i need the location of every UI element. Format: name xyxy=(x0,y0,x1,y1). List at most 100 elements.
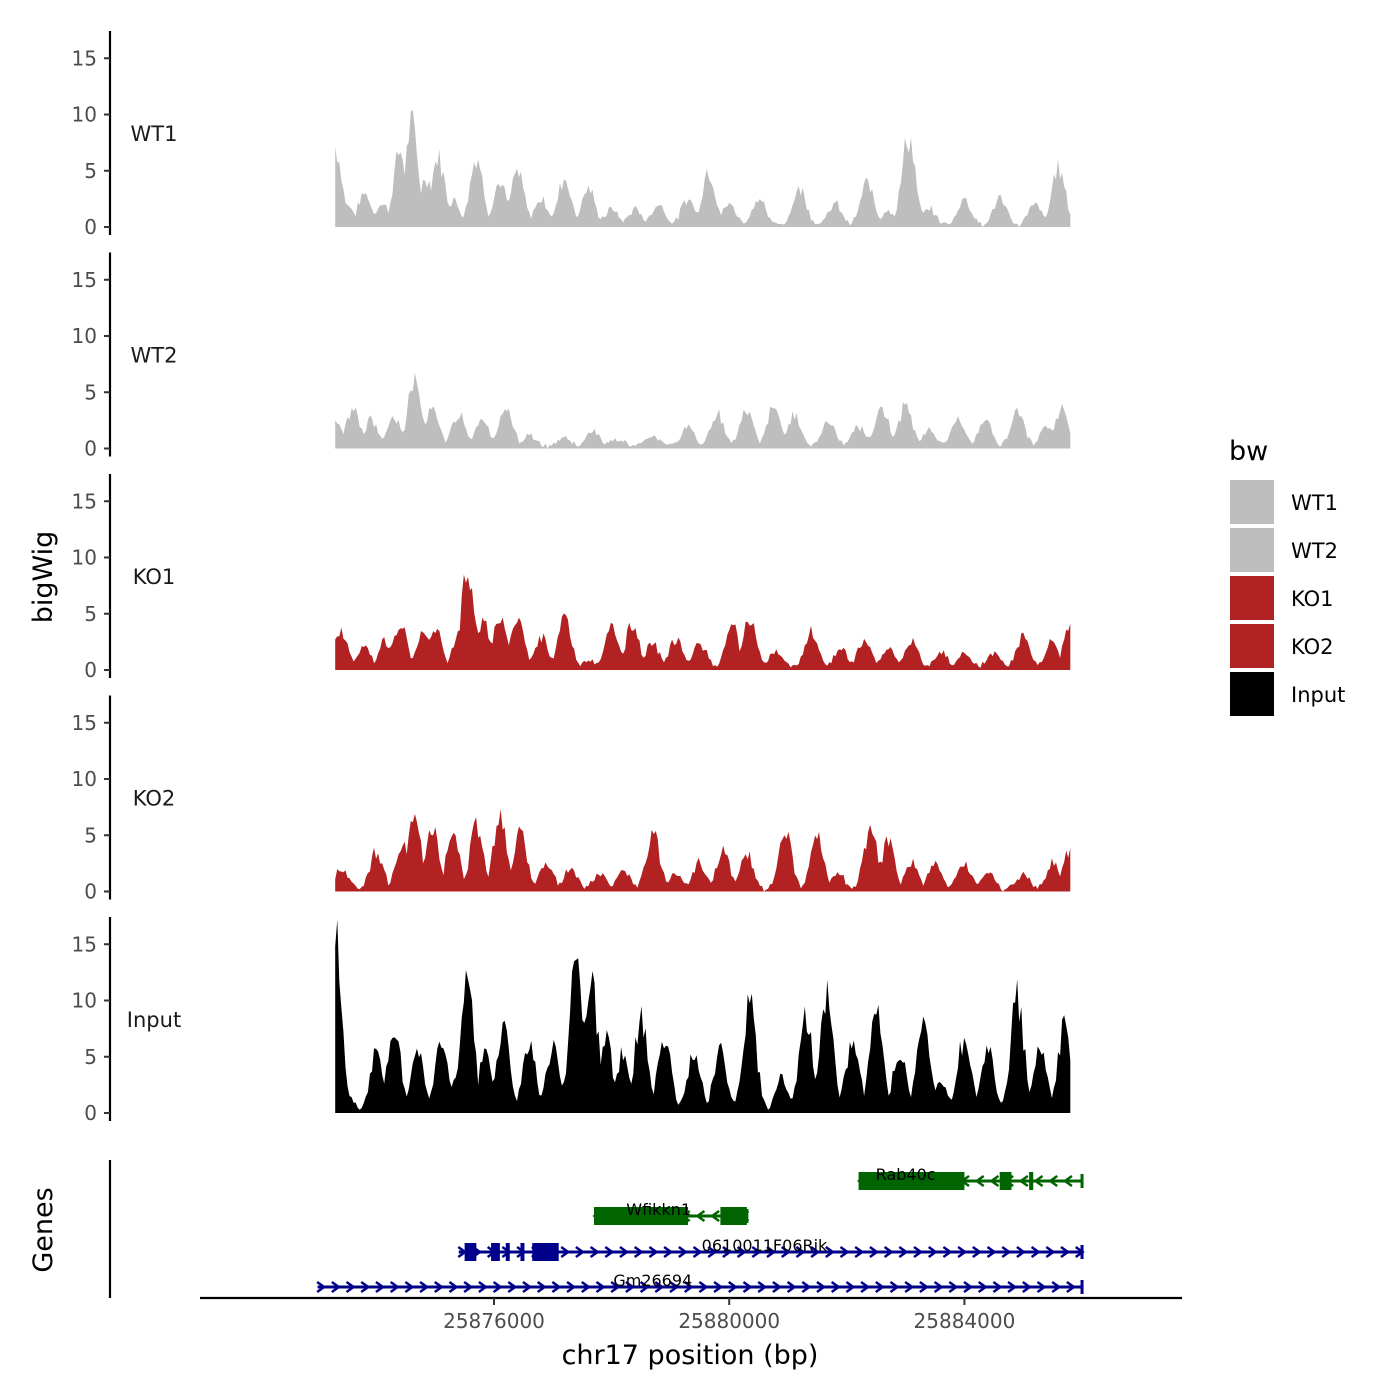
strand-chevron xyxy=(522,1280,533,1294)
strand-chevron xyxy=(825,1245,835,1259)
strand-chevron xyxy=(1051,1280,1062,1294)
exon xyxy=(520,1243,525,1261)
y-axis-title: bigWig xyxy=(28,531,59,624)
strand-chevron xyxy=(713,1280,724,1294)
track-wt1: 0 5 10 15 WT1 xyxy=(72,31,1071,239)
strand-chevron xyxy=(404,1280,415,1294)
strand-chevron xyxy=(669,1280,680,1294)
strand-chevron xyxy=(977,1280,988,1294)
x-tick-label: 25876000 xyxy=(443,1309,545,1333)
strand-chevron xyxy=(695,1209,706,1223)
y-tick-label: 5 xyxy=(84,823,97,847)
strand-chevron xyxy=(625,1280,635,1294)
strand-chevron xyxy=(795,1245,806,1259)
strand-chevron xyxy=(1045,1245,1056,1259)
legend-label-wt1: WT1 xyxy=(1291,491,1338,515)
strand-chevron xyxy=(898,1245,909,1259)
strand-chevron xyxy=(654,1280,665,1294)
strand-chevron xyxy=(551,1280,562,1294)
strand-chevron xyxy=(595,1280,606,1294)
strand-chevron xyxy=(957,1245,968,1259)
strand-chevron xyxy=(1007,1280,1018,1294)
strand-chevron xyxy=(610,1280,621,1294)
strand-chevron xyxy=(507,1280,518,1294)
strand-chevron xyxy=(728,1280,738,1294)
signal-area-ko2 xyxy=(335,808,1071,892)
y-tick-label: 15 xyxy=(72,489,97,513)
track-label: Input xyxy=(127,1008,181,1032)
strand-chevron xyxy=(1018,1174,1029,1188)
track-wt2: 0 5 10 15 WT2 xyxy=(72,252,1071,461)
strand-chevron xyxy=(766,1245,777,1259)
x-tick-label: 25880000 xyxy=(678,1309,780,1333)
signal-area-wt1 xyxy=(335,110,1071,227)
legend-swatch-ko2 xyxy=(1230,624,1274,668)
strand-chevron xyxy=(904,1280,915,1294)
track-label: WT1 xyxy=(131,122,178,146)
y-tick-label: 0 xyxy=(84,215,97,239)
y-tick-label: 15 xyxy=(72,711,97,735)
legend: bw WT1 WT2 KO1 KO2 Input xyxy=(1229,436,1345,716)
strand-chevron xyxy=(360,1280,371,1294)
strand-chevron xyxy=(1062,1174,1073,1188)
strand-chevron xyxy=(648,1245,659,1259)
strand-chevron xyxy=(683,1280,694,1294)
strand-chevron xyxy=(1033,1174,1044,1188)
strand-chevron xyxy=(1036,1280,1047,1294)
gene-track: Rab40c Wfikkn1 0610011F06Rik Gm26694 xyxy=(108,1160,1085,1298)
strand-chevron xyxy=(869,1245,880,1259)
strand-chevron xyxy=(948,1280,959,1294)
strand-chevron xyxy=(478,1280,488,1294)
strand-chevron xyxy=(589,1245,600,1259)
strand-chevron xyxy=(375,1280,386,1294)
strand-chevron xyxy=(919,1280,930,1294)
strand-chevron xyxy=(1030,1245,1041,1259)
strand-chevron xyxy=(845,1280,856,1294)
track-label: KO2 xyxy=(133,787,176,811)
track-ko1: 0 5 10 15 KO1 xyxy=(72,474,1071,682)
y-tick-label: 0 xyxy=(84,437,97,461)
legend-label-input: Input xyxy=(1291,683,1345,707)
strand-chevron xyxy=(1016,1245,1027,1259)
strand-chevron xyxy=(742,1280,753,1294)
strand-chevron xyxy=(913,1245,924,1259)
strand-chevron xyxy=(639,1280,650,1294)
y-tick-label: 10 xyxy=(72,103,97,127)
exon xyxy=(464,1243,477,1261)
gene-track-title: Genes xyxy=(28,1187,59,1272)
strand-chevron xyxy=(722,1245,733,1259)
strand-chevron xyxy=(448,1280,459,1294)
y-tick-label: 5 xyxy=(84,159,97,183)
signal-tracks: 0 5 10 15 WT1 0 5 10 15 WT2 0 5 10 15 KO1 0 5 10 15 KO2 0 5 10… xyxy=(72,31,1071,1125)
strand-chevron xyxy=(560,1245,571,1259)
x-tick-label: 25884000 xyxy=(914,1309,1016,1333)
y-tick-label: 10 xyxy=(72,989,97,1013)
exon xyxy=(1029,1172,1034,1190)
legend-label-wt2: WT2 xyxy=(1291,539,1338,563)
strand-chevron xyxy=(751,1245,762,1259)
gene-gm26694: Gm26694 xyxy=(316,1271,1084,1294)
exon xyxy=(858,1172,965,1190)
y-tick-label: 0 xyxy=(84,1101,97,1125)
strand-chevron xyxy=(974,1174,985,1188)
strand-chevron xyxy=(1001,1245,1012,1259)
legend-label-ko1: KO1 xyxy=(1291,587,1334,611)
legend-label-ko2: KO2 xyxy=(1291,635,1334,659)
y-tick-label: 15 xyxy=(72,46,97,70)
y-tick-label: 10 xyxy=(72,767,97,791)
strand-chevron xyxy=(463,1280,474,1294)
strand-chevron xyxy=(1060,1245,1071,1259)
y-tick-label: 0 xyxy=(84,880,97,904)
strand-chevron xyxy=(927,1245,938,1259)
y-tick-label: 5 xyxy=(84,380,97,404)
strand-chevron xyxy=(810,1245,821,1259)
strand-chevron xyxy=(709,1209,720,1223)
strand-chevron xyxy=(331,1280,341,1294)
strand-chevron xyxy=(492,1280,503,1294)
strand-chevron xyxy=(992,1280,1003,1294)
gene-label: 0610011F06Rik xyxy=(702,1236,828,1255)
strand-chevron xyxy=(830,1280,841,1294)
track-ko2: 0 5 10 15 KO2 xyxy=(72,695,1071,904)
strand-chevron xyxy=(942,1245,953,1259)
